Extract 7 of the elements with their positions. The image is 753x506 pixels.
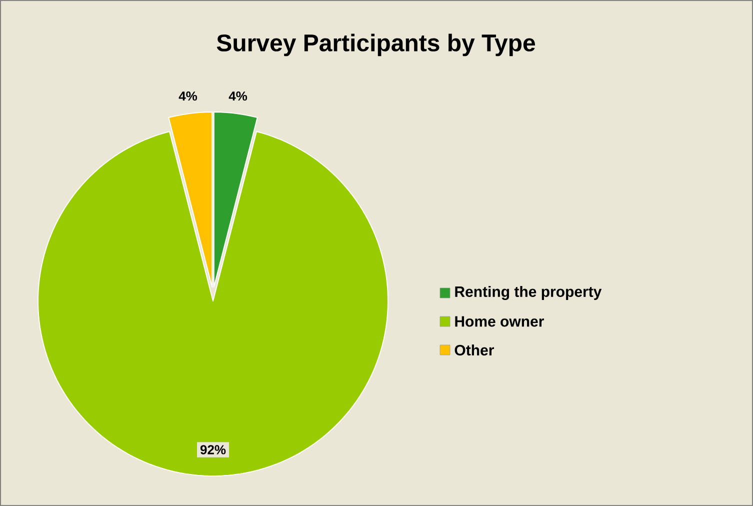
legend-label: Renting the property xyxy=(455,286,602,300)
legend-label: Home owner xyxy=(455,316,544,327)
chart-title: Survey Participants by Type xyxy=(216,34,536,56)
legend-label: Other xyxy=(454,344,494,356)
data-label: 92% xyxy=(200,445,226,454)
data-label: 4% xyxy=(228,91,248,101)
data-label: 4% xyxy=(178,91,198,101)
